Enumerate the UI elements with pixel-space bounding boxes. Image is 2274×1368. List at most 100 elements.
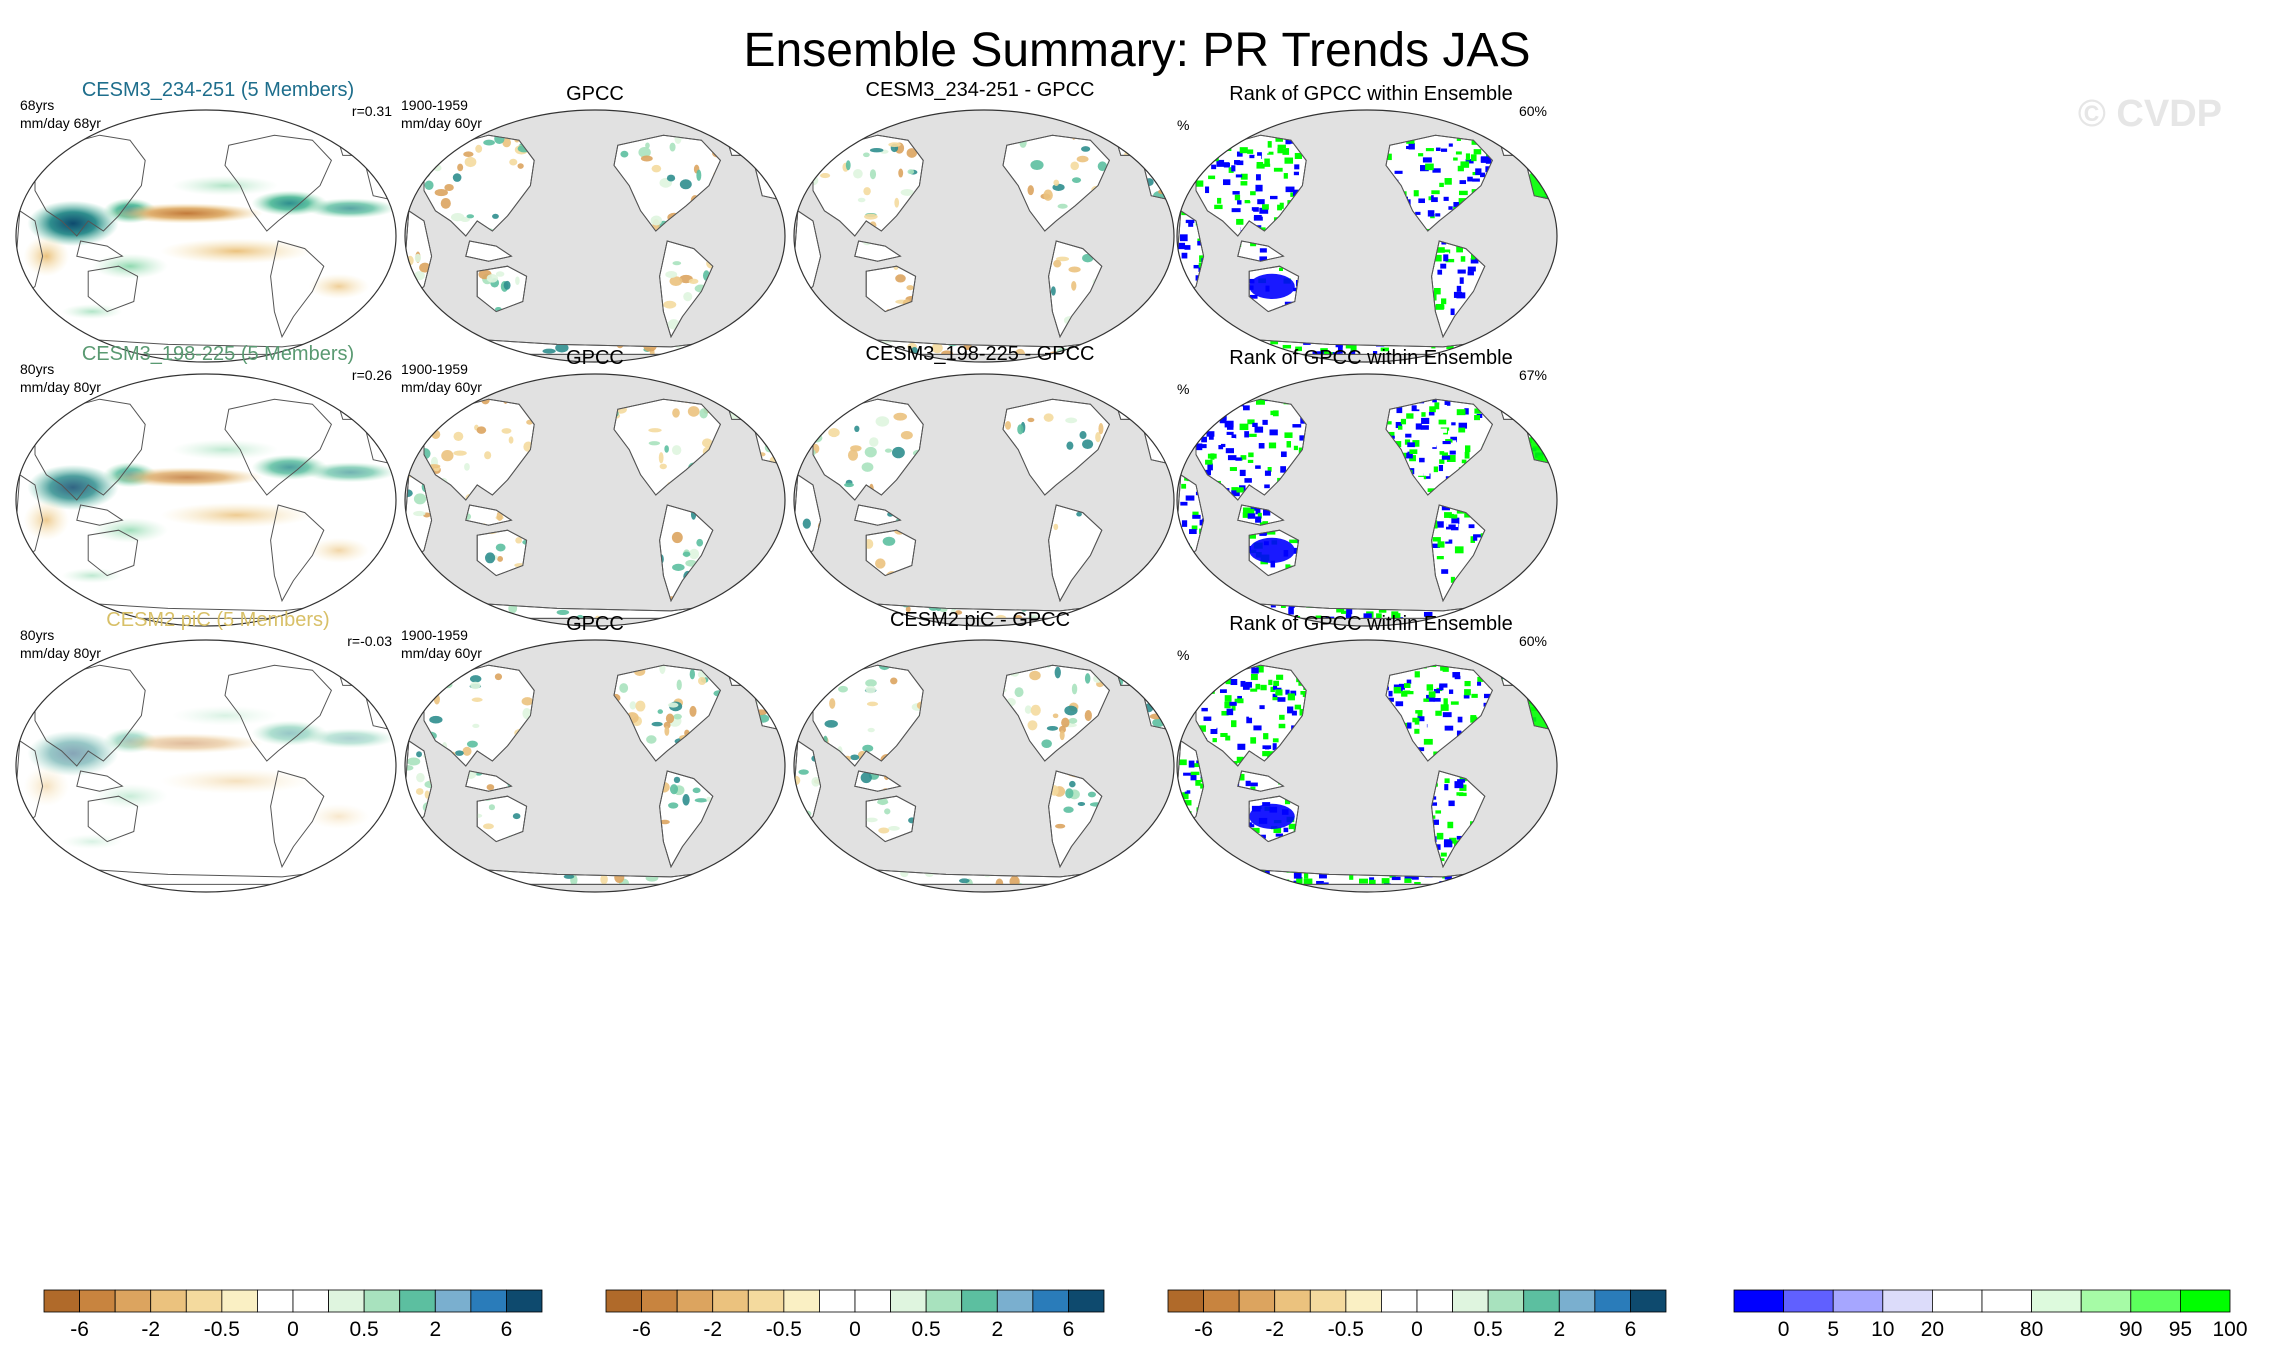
colorbar-swatch: [747, 1289, 785, 1313]
colorbar-swatch: [1523, 1289, 1560, 1313]
model-years: 68yrs: [20, 97, 54, 113]
colorbar-swatch: [854, 1289, 891, 1313]
pattern-correlation: r=0.26: [352, 367, 392, 383]
panel-grid: CESM3_234-251 (5 Members) 68yrs mm/day 68y…: [15, 79, 1558, 893]
colorbar-swatch: [1932, 1289, 1983, 1313]
colorbar-swatch: [2031, 1289, 2082, 1313]
colorbar-tick-label: -6: [70, 1318, 89, 1341]
colorbar-swatch: [1733, 1289, 1784, 1313]
colorbar-swatch: [185, 1289, 223, 1313]
rank-units: %: [1177, 117, 1189, 133]
colorbar: 0 5 10 20 80 90 95 100: [1733, 1289, 2248, 1341]
colorbar-tick-label: 5: [1827, 1318, 1839, 1341]
map-panel-r3-c1: CESM2 piC (5 Members) 80yrs mm/day 80yr r=-…: [15, 609, 397, 893]
colorbar-swatch: [2130, 1289, 2181, 1313]
colorbar-swatch: [676, 1289, 714, 1313]
colorbar-swatch: [114, 1289, 152, 1313]
obs-units: mm/day 60yr: [401, 379, 482, 395]
colorbar-swatch: [1203, 1289, 1240, 1313]
colorbar-swatch: [605, 1289, 642, 1313]
diff-title: CESM3_198-225 - GPCC: [866, 343, 1095, 365]
map-panel-r2-c2: GPCC 1900-1959 mm/day 60yr: [401, 347, 786, 627]
map-panel-r2-c3: CESM3_198-225 - GPCC: [793, 343, 1175, 627]
map-panel-r3-c3: CESM2 piC - GPCC: [793, 609, 1175, 893]
watermark: © CVDP: [2078, 93, 2222, 135]
model-years: 80yrs: [20, 627, 54, 643]
colorbar-swatch: [79, 1289, 116, 1313]
colorbar-swatch: [1783, 1289, 1834, 1313]
model-years: 80yrs: [20, 361, 54, 377]
model-title: CESM2 piC (5 Members): [106, 609, 329, 631]
colorbar-swatch: [43, 1289, 80, 1313]
colorbar-swatch: [1594, 1289, 1631, 1313]
model-units: mm/day 68yr: [20, 115, 101, 131]
rank-units: %: [1177, 647, 1189, 663]
rank-title: Rank of GPCC within Ensemble: [1229, 83, 1512, 105]
colorbar-swatch: [2179, 1289, 2231, 1313]
pattern-correlation: r=0.31: [352, 103, 392, 119]
colorbar-tick-label: 2: [1553, 1318, 1565, 1341]
colorbar-tick-label: -2: [703, 1318, 722, 1341]
colorbar-tick-label: -6: [632, 1318, 651, 1341]
rank-title: Rank of GPCC within Ensemble: [1229, 347, 1512, 369]
model-title: CESM3_234-251 (5 Members): [82, 79, 354, 101]
colorbar-swatch: [1068, 1289, 1105, 1313]
map-panel-r1-c2: GPCC 1900-1959 mm/day 60yr: [401, 83, 786, 363]
colorbar-swatch: [328, 1289, 365, 1313]
colorbar-swatch: [641, 1289, 678, 1313]
colorbar-tick-label: -6: [1194, 1318, 1213, 1341]
colorbar-swatch: [1558, 1289, 1596, 1313]
colorbar-tick-label: 6: [1063, 1318, 1075, 1341]
colorbar-swatch: [1238, 1289, 1276, 1313]
colorbar-swatch: [1452, 1289, 1489, 1313]
colorbar-tick-label: 0: [1411, 1318, 1423, 1341]
colorbar-tick-label: 95: [2169, 1318, 2192, 1341]
colorbar-tick-label: 0.5: [1474, 1318, 1503, 1341]
map-panel-r1-c1: CESM3_234-251 (5 Members) 68yrs mm/day 68y…: [15, 79, 397, 363]
colorbar-swatch: [1487, 1289, 1525, 1313]
colorbars: -6 -2 -0.5 0 0.5 2 6 -6 -2 -0.5 0 0.5 2 6 -6 -2 -0.5 0 0.5…: [43, 1289, 2248, 1341]
colorbar-swatch: [1309, 1289, 1347, 1313]
map-panel-r3-c2: GPCC 1900-1959 mm/day 60yr: [401, 613, 786, 893]
map-panel-r1-c3: CESM3_234-251 - GPCC: [793, 79, 1175, 363]
model-units: mm/day 80yr: [20, 379, 101, 395]
colorbar-swatch: [1882, 1289, 1933, 1313]
colorbar-swatch: [1832, 1289, 1884, 1313]
obs-units: mm/day 60yr: [401, 645, 482, 661]
colorbar-tick-label: 0: [1778, 1318, 1790, 1341]
colorbar-swatch: [1981, 1289, 2032, 1313]
colorbar-tick-label: 2: [991, 1318, 1003, 1341]
colorbar-tick-label: -2: [141, 1318, 160, 1341]
colorbar-swatch: [470, 1289, 507, 1313]
colorbar-swatch: [961, 1289, 998, 1313]
colorbar-swatch: [1274, 1289, 1311, 1313]
rank-units: %: [1177, 381, 1189, 397]
colorbar-swatch: [399, 1289, 436, 1313]
colorbar-swatch: [434, 1289, 472, 1313]
diff-title: CESM2 piC - GPCC: [890, 609, 1070, 631]
colorbar-swatch: [257, 1289, 294, 1313]
model-title: CESM3_198-225 (5 Members): [82, 343, 354, 365]
map-panel-r3-c4: Rank of GPCC within Ensemble% 60%: [1176, 613, 1558, 893]
colorbar-tick-label: 2: [429, 1318, 441, 1341]
obs-years: 1900-1959: [401, 627, 468, 643]
rank-percent: 60%: [1519, 103, 1547, 119]
colorbar-tick-label: 0: [287, 1318, 299, 1341]
map-panel-r2-c1: CESM3_198-225 (5 Members) 80yrs mm/day 80y…: [15, 343, 397, 627]
colorbar-tick-label: 6: [1625, 1318, 1637, 1341]
colorbar-swatch: [292, 1289, 329, 1313]
colorbar-swatch: [1167, 1289, 1204, 1313]
colorbar-tick-label: 10: [1871, 1318, 1894, 1341]
colorbar: -6 -2 -0.5 0 0.5 2 6: [43, 1289, 543, 1341]
colorbar-swatch: [890, 1289, 927, 1313]
obs-title: GPCC: [566, 613, 624, 635]
colorbar-swatch: [996, 1289, 1034, 1313]
colorbar-tick-label: -2: [1265, 1318, 1284, 1341]
colorbar-swatch: [1381, 1289, 1418, 1313]
colorbar-tick-label: -0.5: [766, 1318, 802, 1341]
colorbar-swatch: [363, 1289, 401, 1313]
colorbar-tick-label: 90: [2119, 1318, 2142, 1341]
colorbar-swatch: [783, 1289, 820, 1313]
colorbar-swatch: [221, 1289, 258, 1313]
colorbar-tick-label: 80: [2020, 1318, 2043, 1341]
